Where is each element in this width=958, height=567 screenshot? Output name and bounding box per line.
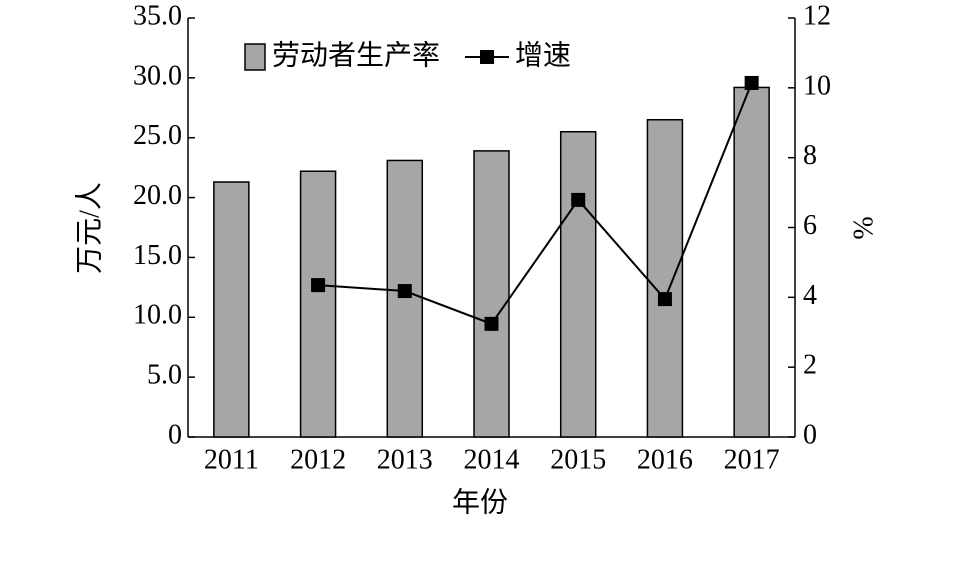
marker xyxy=(311,278,326,293)
y-tick-label: 0 xyxy=(168,419,182,450)
y-tick-label: 5.0 xyxy=(147,360,182,391)
marker xyxy=(397,284,412,299)
y-tick-label: 10.0 xyxy=(133,300,182,331)
y2-tick-label: 0 xyxy=(803,419,817,450)
legend-swatch xyxy=(244,43,266,71)
x-tick-label: 2011 xyxy=(204,444,259,475)
x-tick-label: 2016 xyxy=(637,444,693,475)
x-tick-label: 2017 xyxy=(724,444,780,475)
marker xyxy=(484,316,499,331)
y-axis-label: 万元/人 xyxy=(74,182,105,274)
y2-tick-label: 10 xyxy=(803,70,831,101)
y-tick-label: 35.0 xyxy=(133,0,182,31)
marker xyxy=(571,192,586,207)
line xyxy=(318,82,753,326)
marker xyxy=(657,292,672,307)
bar xyxy=(386,159,424,438)
legend-label: 劳动者生产率 xyxy=(272,39,440,71)
y-tick-label: 15.0 xyxy=(133,240,182,271)
bar xyxy=(733,86,770,438)
y2-tick-label: 12 xyxy=(803,0,831,31)
legend-label: 增速 xyxy=(515,39,571,71)
y-tick-label: 25.0 xyxy=(133,120,182,151)
bar xyxy=(559,130,597,438)
y2-tick-label: 6 xyxy=(803,210,817,241)
y-tick-label: 30.0 xyxy=(133,60,182,91)
x-tick-label: 2014 xyxy=(464,444,520,475)
y2-tick-label: 2 xyxy=(803,350,817,381)
x-tick-label: 2012 xyxy=(290,444,346,475)
bar xyxy=(646,119,684,438)
x-axis-label: 年份 xyxy=(452,486,508,518)
y-tick-label: 20.0 xyxy=(133,180,182,211)
bar xyxy=(473,150,510,438)
y2-tick-label: 4 xyxy=(803,280,817,311)
x-tick-label: 2013 xyxy=(377,444,433,475)
x-tick-label: 2015 xyxy=(550,444,606,475)
legend-swatch xyxy=(480,50,495,64)
bar xyxy=(299,170,337,438)
marker xyxy=(744,75,759,90)
bar xyxy=(213,181,250,438)
y2-tick-label: 8 xyxy=(803,140,817,171)
y2-axis-label: % xyxy=(848,216,879,239)
